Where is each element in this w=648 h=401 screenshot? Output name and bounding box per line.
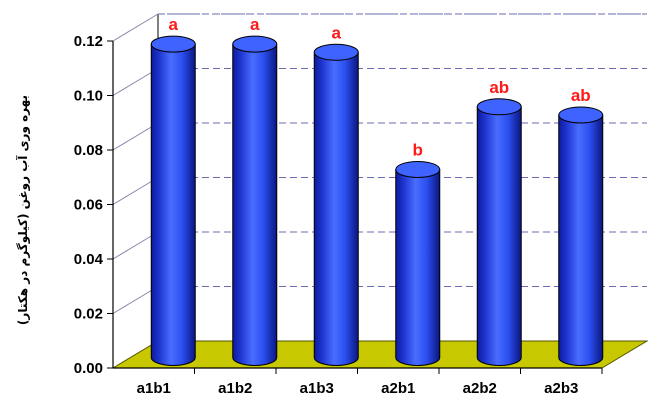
x-tick-label: a1b2 — [218, 380, 252, 397]
bar-top — [313, 43, 359, 61]
significance-label: a — [169, 15, 179, 34]
bar-top — [476, 98, 522, 116]
bar-top — [150, 35, 196, 53]
x-tick-label: a1b3 — [300, 380, 334, 397]
bar-body — [313, 51, 359, 366]
x-tick-label: a2b2 — [463, 380, 497, 397]
bar-top — [395, 160, 441, 178]
bar-top — [558, 106, 604, 124]
bar-body — [150, 43, 196, 366]
x-tick-label: a2b1 — [381, 380, 415, 397]
bar-body — [232, 43, 278, 366]
x-tick-label: a2b3 — [544, 380, 578, 397]
y-tick-label: 0.10 — [74, 88, 103, 105]
side-wall-line — [112, 177, 159, 205]
y-tick-label: 0.12 — [74, 33, 103, 50]
y-tick-label: 0.08 — [74, 142, 103, 159]
side-wall-line — [112, 286, 159, 314]
side-wall-line — [112, 68, 159, 96]
y-tick-label: 0.02 — [74, 306, 103, 323]
x-tick-label: a1b1 — [137, 380, 171, 397]
bar-a2b1: b — [395, 140, 441, 366]
significance-label: ab — [489, 78, 509, 97]
significance-label: a — [332, 23, 342, 42]
bar-a2b3: ab — [558, 86, 604, 366]
y-axis-title: بهره وری آب روغن (کیلوگرم در هکتار) — [15, 95, 31, 325]
bar-a1b3: a — [313, 23, 359, 366]
bar-top — [232, 35, 278, 53]
bar-a1b1: a — [150, 15, 196, 366]
y-tick-label: 0.06 — [74, 197, 103, 214]
bar-a1b2: a — [232, 15, 278, 366]
side-wall-line — [112, 122, 159, 151]
side-wall-line — [112, 231, 159, 260]
significance-label: a — [250, 15, 260, 34]
bar-a2b2: ab — [476, 78, 522, 366]
side-wall-line — [112, 13, 159, 42]
y-tick-label: 0.00 — [74, 360, 103, 377]
y-axis: 0.00 0.02 0.04 0.06 0.08 0.10 0.12 — [74, 33, 114, 377]
bar-body — [476, 106, 522, 366]
significance-label: b — [413, 140, 423, 159]
significance-label: ab — [571, 86, 591, 105]
x-axis: a1b1 a1b2 a1b3 a2b1 a2b2 a2b3 — [113, 367, 603, 397]
bar-body — [558, 114, 604, 366]
bar-body — [395, 168, 441, 366]
y-tick-label: 0.04 — [74, 251, 104, 268]
